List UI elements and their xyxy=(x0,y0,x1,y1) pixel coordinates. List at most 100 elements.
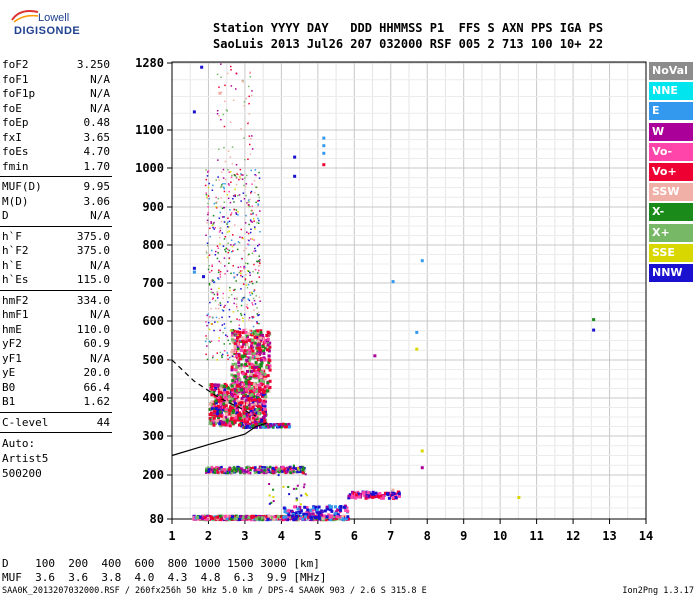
echo-point xyxy=(248,377,252,380)
echo-point xyxy=(231,331,235,335)
legend-item-x: X+ xyxy=(649,223,693,242)
echo-point xyxy=(238,423,241,427)
echo-point xyxy=(242,317,244,319)
echo-point xyxy=(253,357,256,359)
echo-point xyxy=(240,396,244,400)
echo-point xyxy=(260,347,264,351)
echo-point xyxy=(253,263,255,266)
echo-point xyxy=(249,153,252,155)
echo-point xyxy=(320,513,324,517)
echo-point xyxy=(259,426,262,429)
echo-point xyxy=(248,346,251,350)
echo-point xyxy=(211,316,214,319)
echo-point xyxy=(235,399,239,403)
param-value: N/A xyxy=(90,209,110,222)
echo-point xyxy=(238,416,242,420)
echo-point xyxy=(230,85,233,87)
echo-point xyxy=(227,221,229,224)
echo-point xyxy=(300,470,303,473)
echo-point xyxy=(256,260,258,263)
echo-point xyxy=(245,337,249,341)
echo-point xyxy=(263,400,267,404)
echo-point xyxy=(381,495,385,499)
echo-point xyxy=(236,298,238,300)
echo-point xyxy=(339,505,343,509)
echo-point xyxy=(248,471,252,475)
echo-point xyxy=(230,176,233,179)
echo-point xyxy=(231,163,234,165)
echo-point xyxy=(229,121,232,123)
echo-point xyxy=(239,176,241,178)
echo-point xyxy=(211,224,214,227)
echo-point xyxy=(267,386,271,390)
echo-point xyxy=(338,515,342,519)
echo-point xyxy=(260,470,263,474)
param-value: 20.0 xyxy=(83,366,111,379)
echo-point xyxy=(249,76,252,78)
echo-point xyxy=(241,336,245,340)
echo-point xyxy=(350,496,354,499)
echo-point xyxy=(237,518,241,521)
echo-point xyxy=(207,171,209,173)
echo-point xyxy=(258,296,261,298)
echo-point xyxy=(216,395,220,399)
echo-point xyxy=(282,470,285,474)
y-tick-label: 400 xyxy=(142,391,164,405)
echo-point xyxy=(251,405,255,409)
echo-point xyxy=(223,343,225,345)
echo-point xyxy=(250,382,254,386)
echo-point xyxy=(236,465,239,469)
echo-point xyxy=(246,303,248,306)
echo-point xyxy=(210,288,213,290)
echo-point xyxy=(230,239,233,241)
echo-point xyxy=(219,351,222,354)
echo-point xyxy=(256,393,260,396)
echo-point xyxy=(263,340,267,344)
echo-point xyxy=(257,407,261,411)
echo-point xyxy=(302,512,306,516)
echo-point xyxy=(210,323,213,325)
echo-point xyxy=(215,202,217,204)
echo-point xyxy=(233,297,236,300)
echo-point xyxy=(263,410,267,414)
echo-point xyxy=(217,307,220,310)
echo-point xyxy=(247,270,250,272)
echo-point xyxy=(214,414,218,418)
echo-point xyxy=(247,348,251,352)
echo-point xyxy=(206,219,209,222)
echo-point xyxy=(240,174,243,176)
echo-point xyxy=(268,494,271,497)
param-name: D xyxy=(2,209,9,222)
echo-point xyxy=(259,259,261,261)
echo-point xyxy=(261,423,265,427)
echo-point xyxy=(250,403,254,407)
echo-point xyxy=(346,515,350,519)
echo-point xyxy=(235,280,237,282)
echo-point xyxy=(227,358,229,361)
echo-point xyxy=(268,483,271,485)
echo-point xyxy=(234,224,236,226)
echo-point xyxy=(218,231,221,233)
echo-point xyxy=(237,354,241,358)
echo-point xyxy=(281,424,284,427)
echo-point xyxy=(224,416,228,420)
echo-point xyxy=(247,239,249,241)
echo-point xyxy=(258,349,262,353)
echo-point xyxy=(233,340,237,344)
echo-point xyxy=(221,171,223,173)
echo-point xyxy=(221,400,225,403)
echo-point xyxy=(245,358,249,362)
echo-point xyxy=(212,279,215,282)
echo-point xyxy=(247,380,251,384)
echo-point xyxy=(218,340,220,342)
echo-point xyxy=(271,470,274,474)
echo-point xyxy=(225,391,229,395)
echo-point xyxy=(252,330,254,333)
echo-point xyxy=(229,343,231,345)
echo-point xyxy=(205,321,207,323)
echo-point xyxy=(266,336,270,340)
echo-point xyxy=(241,407,245,411)
echo-point xyxy=(247,298,249,300)
echo-point xyxy=(317,505,321,509)
echo-point xyxy=(243,137,245,139)
